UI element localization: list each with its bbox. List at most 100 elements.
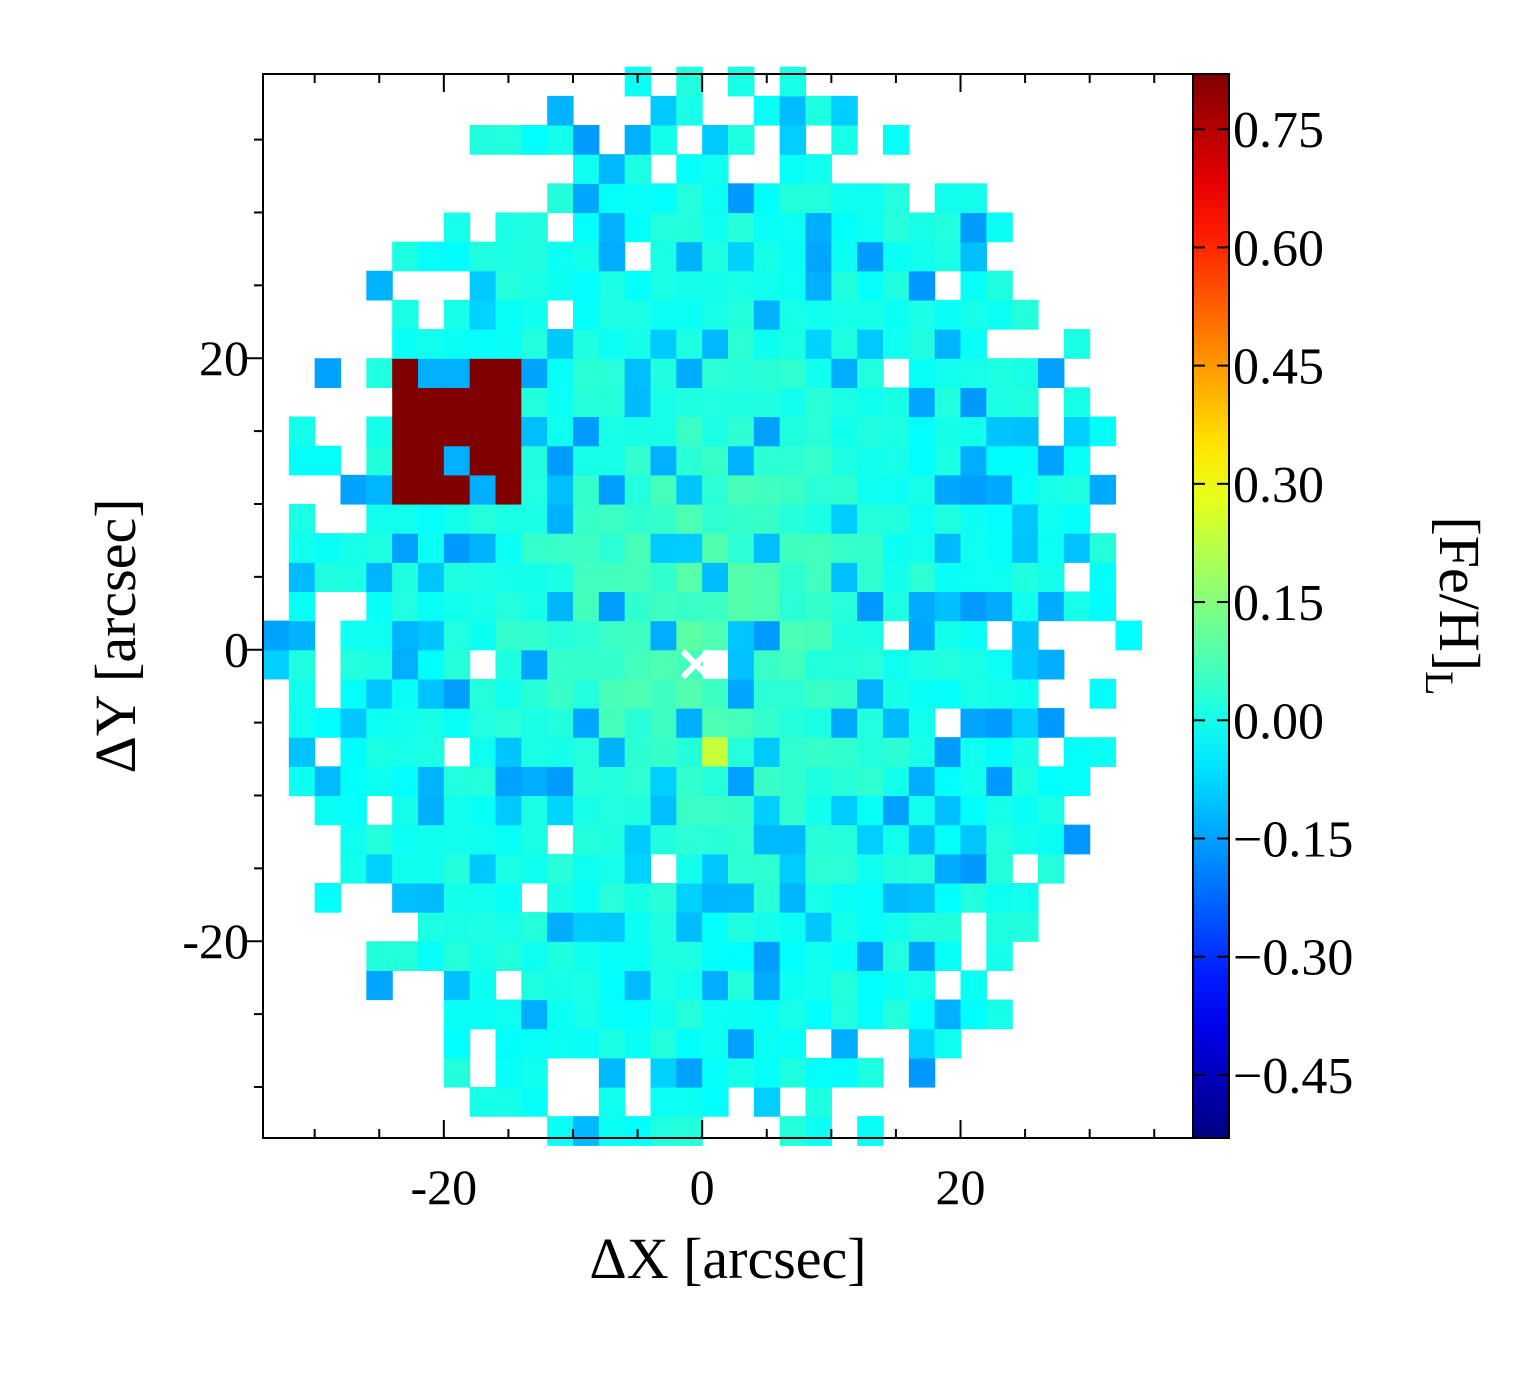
map-pixel — [1012, 649, 1039, 680]
map-pixel — [418, 562, 445, 593]
map-pixel — [650, 416, 677, 447]
map-pixel — [805, 970, 832, 1001]
map-pixel — [392, 241, 419, 272]
map-pixel — [676, 708, 703, 738]
map-pixel — [779, 66, 807, 97]
map-pixel — [676, 795, 703, 826]
map-pixel — [728, 766, 755, 797]
map-pixel — [805, 387, 832, 418]
map-pixel — [753, 358, 781, 388]
map-pixel — [831, 387, 858, 418]
map-pixel — [366, 445, 393, 476]
map-pixel — [650, 503, 677, 534]
map-pixel — [676, 358, 703, 388]
map-pixel — [857, 649, 884, 680]
map-pixel — [366, 824, 393, 855]
map-pixel — [366, 853, 393, 884]
map-pixel — [443, 241, 471, 272]
map-pixel — [443, 970, 471, 1001]
map-pixel — [934, 912, 962, 942]
map-pixel — [598, 299, 626, 330]
map-pixel — [521, 795, 548, 826]
map-pixel — [934, 824, 962, 855]
map-pixel — [624, 329, 652, 359]
map-pixel — [624, 154, 652, 184]
map-pixel — [831, 95, 858, 126]
map-pixel — [676, 678, 703, 709]
map-pixel — [598, 503, 626, 534]
map-pixel — [857, 737, 884, 767]
map-pixel — [1038, 503, 1065, 534]
map-pixel — [521, 591, 548, 622]
map-pixel — [779, 678, 807, 709]
map-pixel — [986, 882, 1013, 913]
map-pixel — [702, 212, 729, 243]
map-pixel — [986, 387, 1013, 418]
map-pixel — [650, 1057, 677, 1088]
map-pixel — [1012, 387, 1039, 418]
y-axis-ticks: -20 0 20 — [182, 138, 263, 1088]
map-pixel — [340, 562, 367, 593]
map-pixel — [573, 591, 600, 622]
map-pixel — [598, 1116, 626, 1146]
map-pixel — [624, 795, 652, 826]
y-axis-label: ΔY [arcsec] — [83, 498, 148, 773]
map-pixel — [779, 387, 807, 418]
map-pixel — [366, 941, 393, 971]
map-pixel — [392, 824, 419, 855]
map-pixel — [753, 212, 781, 243]
map-pixel — [624, 912, 652, 942]
map-pixel — [650, 649, 677, 680]
map-pixel — [443, 212, 471, 243]
map-pixel — [728, 241, 755, 272]
map-pixel — [598, 533, 626, 563]
map-pixel — [495, 1086, 522, 1117]
map-pixel — [883, 445, 910, 476]
map-pixel — [288, 649, 316, 680]
map-pixel — [1012, 912, 1039, 942]
colorbar-tick-label: −0.45 — [1233, 1048, 1353, 1105]
map-pixel — [934, 474, 962, 505]
map-pixel — [857, 620, 884, 651]
map-pixel — [1089, 591, 1117, 622]
map-pixel — [728, 270, 755, 301]
map-pixel — [779, 1028, 807, 1059]
map-pixel — [495, 678, 522, 709]
map-pixel — [779, 737, 807, 767]
map-pixel — [779, 795, 807, 826]
map-pixel — [908, 999, 936, 1030]
map-pixel — [702, 1028, 729, 1059]
map-pixel — [883, 912, 910, 942]
map-pixel — [702, 620, 729, 651]
map-pixel — [753, 562, 781, 593]
map-pixel — [1012, 562, 1039, 593]
map-pixel — [702, 125, 729, 155]
map-pixel — [857, 241, 884, 272]
map-pixel — [624, 766, 652, 797]
map-pixel — [702, 562, 729, 593]
map-pixel — [779, 183, 807, 214]
map-pixel — [547, 649, 574, 680]
map-pixel — [857, 678, 884, 709]
map-pixel — [728, 853, 755, 884]
map-pixel — [598, 212, 626, 243]
map-pixel — [728, 416, 755, 447]
map-pixel — [986, 533, 1013, 563]
map-pixel — [676, 387, 703, 418]
map-pixel — [676, 299, 703, 330]
map-pixel — [702, 241, 729, 272]
map-pixel — [857, 503, 884, 534]
map-pixel — [573, 299, 600, 330]
map-pixel — [521, 416, 548, 447]
map-pixel — [469, 708, 497, 738]
map-pixel — [831, 329, 858, 359]
map-pixel — [934, 795, 962, 826]
map-pixel — [934, 853, 962, 884]
map-pixel — [314, 562, 342, 593]
map-pixel — [418, 620, 445, 651]
map-pixel — [857, 474, 884, 505]
map-pixel — [908, 503, 936, 534]
map-pixel — [443, 620, 471, 651]
map-pixel — [650, 329, 677, 359]
map-pixel — [469, 912, 497, 942]
